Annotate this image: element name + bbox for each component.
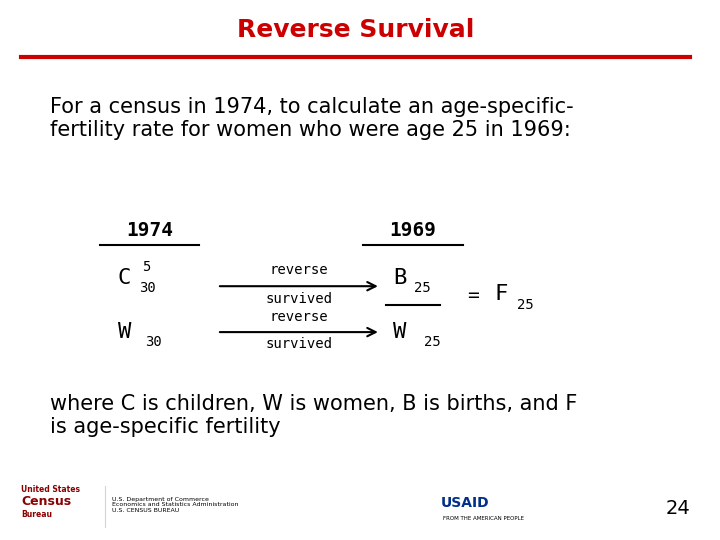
Text: Reverse Survival: Reverse Survival	[237, 18, 474, 42]
Text: 5: 5	[142, 260, 150, 274]
Text: 1974: 1974	[126, 221, 173, 240]
Text: reverse: reverse	[269, 263, 328, 277]
Text: Bureau: Bureau	[22, 510, 53, 519]
Text: 30: 30	[145, 335, 161, 349]
Text: For a census in 1974, to calculate an age-specific-
fertility rate for women who: For a census in 1974, to calculate an ag…	[50, 97, 573, 140]
Text: F: F	[495, 284, 508, 305]
Text: W: W	[118, 322, 131, 342]
Text: =: =	[467, 286, 479, 306]
Text: Census: Census	[22, 495, 71, 508]
Text: 24: 24	[665, 500, 690, 518]
Text: C: C	[118, 268, 131, 288]
Text: where C is children, W is women, B is births, and F
is age-specific fertility: where C is children, W is women, B is bi…	[50, 394, 577, 437]
Text: United States: United States	[22, 485, 81, 494]
Text: 25: 25	[413, 281, 431, 295]
Text: 30: 30	[139, 281, 156, 295]
Text: 25: 25	[423, 335, 441, 349]
Text: FROM THE AMERICAN PEOPLE: FROM THE AMERICAN PEOPLE	[443, 516, 523, 521]
Text: survived: survived	[266, 338, 333, 352]
Text: survived: survived	[266, 292, 333, 306]
Text: 25: 25	[517, 298, 534, 312]
Text: B: B	[393, 268, 407, 288]
Text: W: W	[393, 322, 407, 342]
Text: U.S. Department of Commerce
Economics and Statistics Administration
U.S. CENSUS : U.S. Department of Commerce Economics an…	[112, 497, 239, 513]
Text: USAID: USAID	[441, 496, 490, 510]
Text: 1969: 1969	[390, 221, 436, 240]
Text: reverse: reverse	[269, 310, 328, 324]
